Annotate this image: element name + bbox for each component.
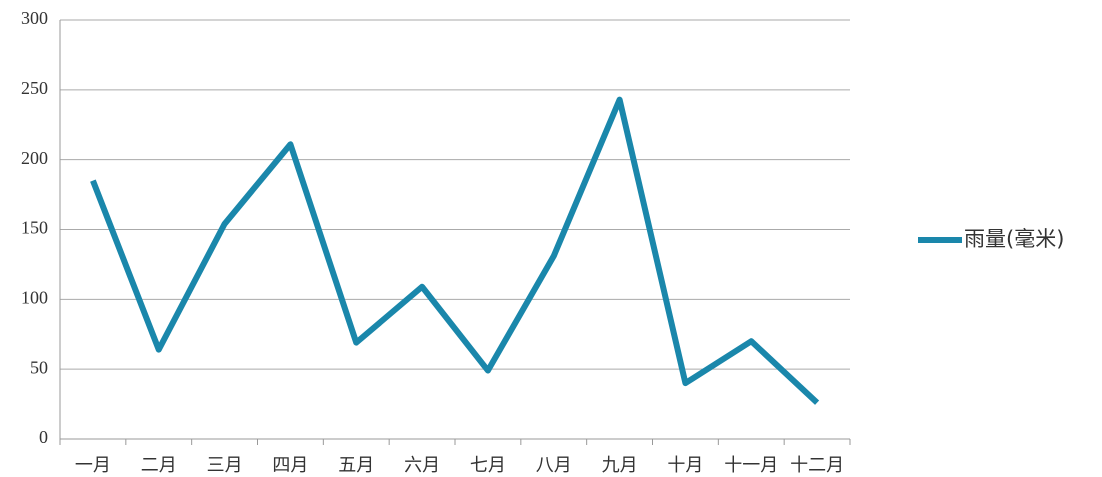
x-tick-label: 一月 xyxy=(75,455,111,475)
x-tick-label: 十月 xyxy=(667,455,703,475)
x-tick-label: 三月 xyxy=(207,455,243,475)
x-tick-label: 九月 xyxy=(602,455,638,475)
y-tick-label: 50 xyxy=(30,357,48,377)
legend-label: 雨量(毫米) xyxy=(964,227,1064,251)
x-tick-label: 五月 xyxy=(338,455,374,475)
y-tick-label: 150 xyxy=(21,218,48,238)
x-tick-label: 十二月 xyxy=(790,455,844,475)
x-tick-label: 八月 xyxy=(536,455,572,475)
y-tick-label: 250 xyxy=(21,78,48,98)
y-tick-label: 300 xyxy=(21,8,48,28)
x-tick-label: 二月 xyxy=(141,455,177,475)
line xyxy=(90,96,820,405)
x-tick-label: 四月 xyxy=(272,455,308,475)
y-tick-label: 200 xyxy=(21,148,48,168)
y-tick-label: 0 xyxy=(39,427,48,447)
x-tick-label: 六月 xyxy=(404,455,440,475)
x-tick-label: 十一月 xyxy=(724,455,778,475)
y-tick-label: 100 xyxy=(21,287,48,307)
x-tick-label: 七月 xyxy=(470,455,506,475)
